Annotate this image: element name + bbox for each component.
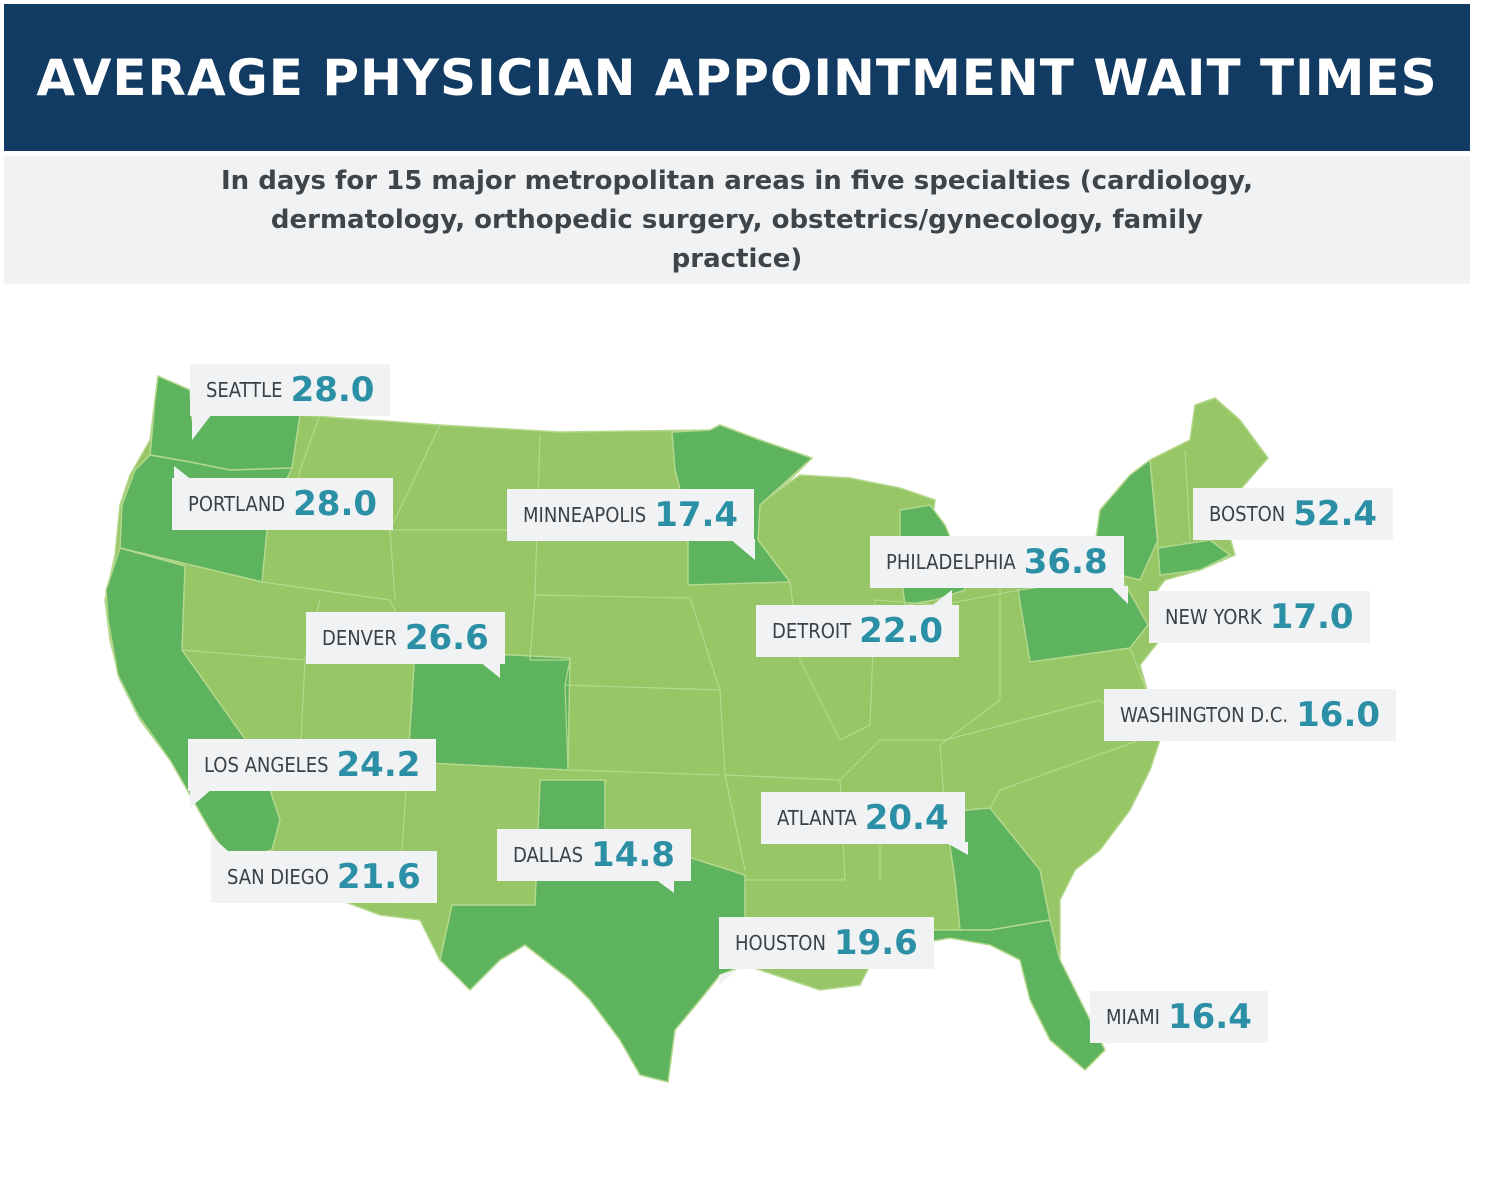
city-value: 19.6 bbox=[833, 923, 918, 963]
city-label-new-york: NEW YORK 17.0 bbox=[1149, 591, 1370, 643]
city-label-portland: PORTLAND 28.0 bbox=[172, 478, 394, 530]
city-name: PORTLAND bbox=[188, 492, 286, 516]
page-title: AVERAGE PHYSICIAN APPOINTMENT WAIT TIMES bbox=[36, 48, 1438, 107]
state-florida bbox=[898, 919, 1106, 1072]
subtitle-box: In days for 15 major metropolitan areas … bbox=[4, 156, 1470, 284]
city-name: LOS ANGELES bbox=[204, 753, 329, 777]
city-value: 24.2 bbox=[336, 745, 421, 785]
city-label-houston: HOUSTON 19.6 bbox=[719, 917, 934, 969]
city-value: 21.6 bbox=[336, 857, 421, 897]
city-label-miami: MIAMI 16.4 bbox=[1090, 991, 1268, 1043]
city-value: 17.4 bbox=[654, 495, 739, 535]
city-label-philadelphia: PHILADELPHIA 36.8 bbox=[870, 536, 1124, 588]
city-label-washington-dc: WASHINGTON D.C. 16.0 bbox=[1104, 689, 1397, 741]
city-label-los-angeles: LOS ANGELES 24.2 bbox=[188, 739, 437, 791]
city-label-minneapolis: MINNEAPOLIS 17.4 bbox=[507, 489, 755, 541]
state-massachusetts bbox=[1157, 539, 1232, 576]
city-value: 17.0 bbox=[1269, 597, 1354, 637]
city-value: 20.4 bbox=[864, 798, 949, 838]
city-name: DETROIT bbox=[772, 619, 852, 643]
city-name: HOUSTON bbox=[735, 931, 826, 955]
header-banner: AVERAGE PHYSICIAN APPOINTMENT WAIT TIMES bbox=[4, 4, 1470, 151]
city-name: BOSTON bbox=[1209, 502, 1286, 526]
city-value: 14.8 bbox=[591, 835, 675, 875]
city-name: NEW YORK bbox=[1165, 605, 1262, 629]
city-label-denver: DENVER 26.6 bbox=[306, 612, 505, 664]
city-value: 16.4 bbox=[1167, 997, 1252, 1037]
city-name: DALLAS bbox=[513, 843, 584, 867]
city-label-boston: BOSTON 52.4 bbox=[1193, 488, 1394, 540]
city-label-dallas: DALLAS 14.8 bbox=[497, 829, 691, 881]
city-value: 52.4 bbox=[1293, 494, 1378, 534]
city-value: 36.8 bbox=[1023, 542, 1108, 582]
city-name: SEATTLE bbox=[206, 378, 283, 402]
city-label-seattle: SEATTLE 28.0 bbox=[190, 364, 391, 416]
city-name: SAN DIEGO bbox=[227, 865, 329, 889]
city-value: 28.0 bbox=[290, 370, 375, 410]
city-label-detroit: DETROIT 22.0 bbox=[756, 605, 960, 657]
city-label-san-diego: SAN DIEGO 21.6 bbox=[211, 851, 437, 903]
subtitle-text: In days for 15 major metropolitan areas … bbox=[220, 165, 1253, 274]
city-name: MIAMI bbox=[1106, 1005, 1160, 1029]
city-value: 28.0 bbox=[293, 484, 378, 524]
city-label-atlanta: ATLANTA 20.4 bbox=[761, 792, 965, 844]
city-name: DENVER bbox=[322, 626, 397, 650]
city-value: 16.0 bbox=[1296, 695, 1381, 735]
city-value: 22.0 bbox=[859, 611, 944, 651]
city-name: ATLANTA bbox=[777, 806, 857, 830]
city-name: MINNEAPOLIS bbox=[523, 503, 647, 527]
city-name: PHILADELPHIA bbox=[886, 550, 1016, 574]
city-value: 26.6 bbox=[404, 618, 489, 658]
city-name: WASHINGTON D.C. bbox=[1120, 703, 1289, 727]
